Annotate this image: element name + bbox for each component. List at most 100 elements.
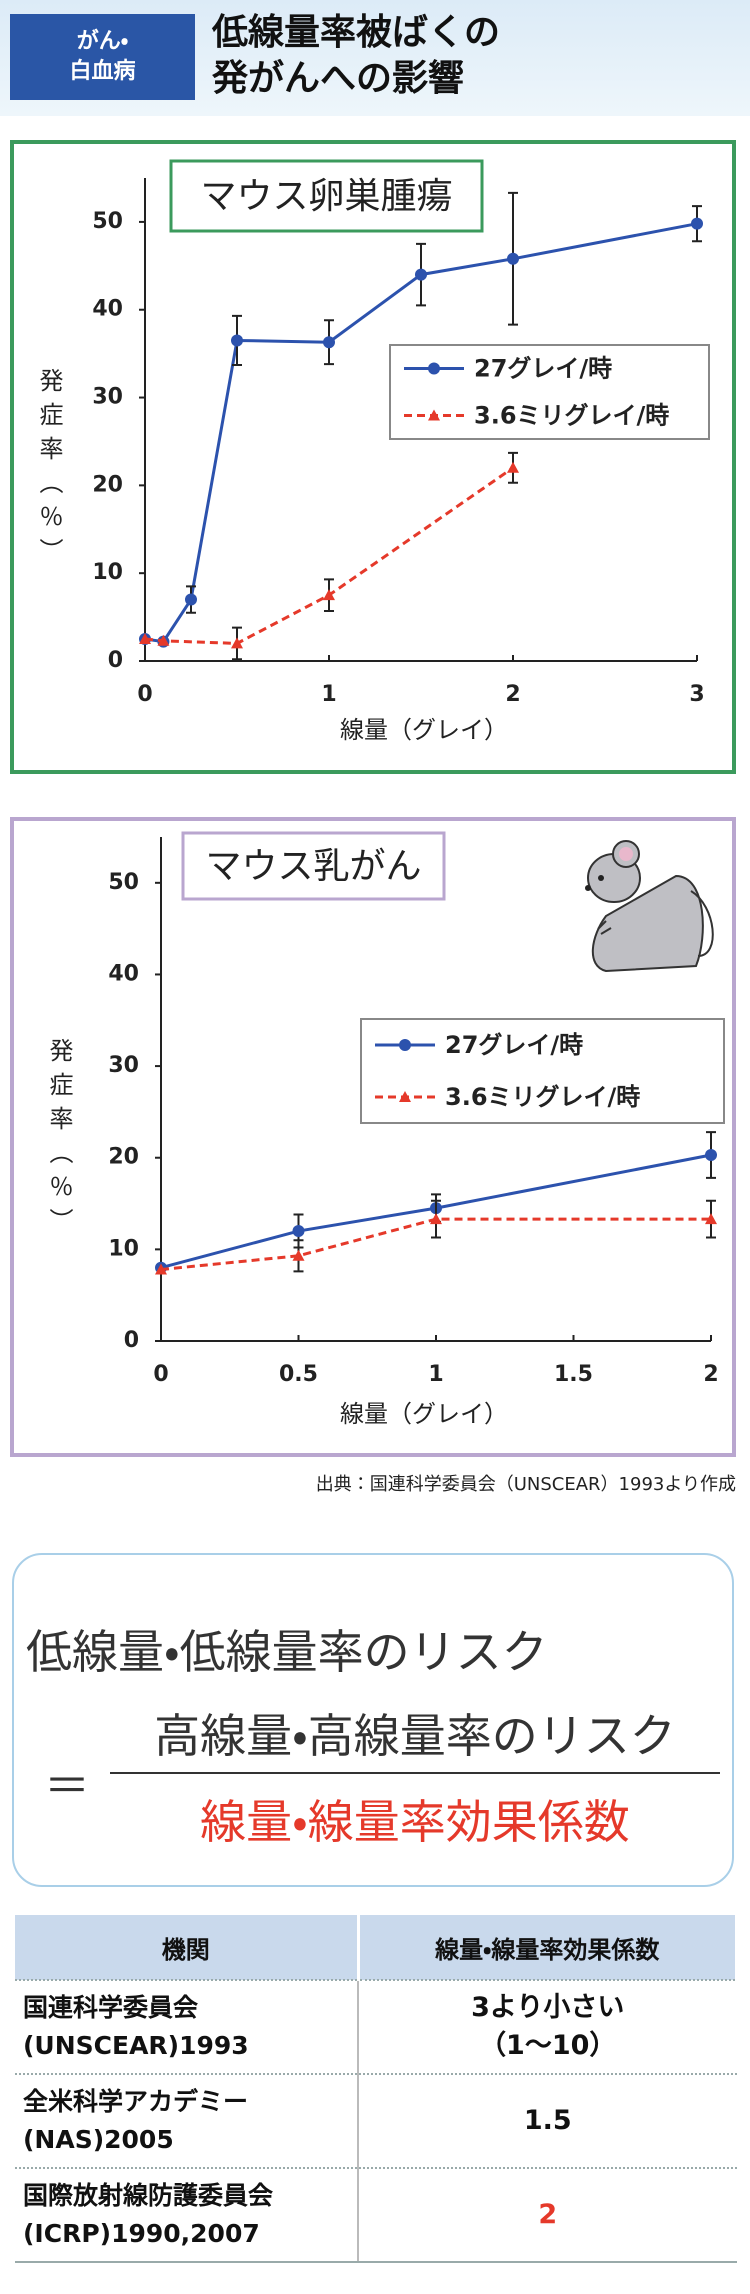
- category-tag: がん・ 白血病: [10, 14, 195, 100]
- chart-frame: [10, 140, 736, 774]
- table-cell: 全米科学アカデミー (NAS)2005: [15, 2073, 359, 2168]
- x-tick-label: 0: [153, 1362, 168, 1387]
- y-tick-label: 40: [92, 297, 123, 322]
- y-tick-label: 10: [92, 560, 123, 585]
- y-tick-label: 30: [108, 1053, 139, 1078]
- x-tick-label: 3: [689, 682, 704, 707]
- cell-line: (ICRP)1990,2007: [23, 2219, 260, 2248]
- y-tick-label: 40: [108, 961, 139, 986]
- cell-line: 国際放射線防護委員会: [23, 2181, 274, 2210]
- table-row: 国連科学委員会 (UNSCEAR)1993 3より小さい （1～10）: [15, 1979, 737, 2074]
- x-axis-label: 線量（グレイ）: [340, 1400, 508, 1428]
- formula-equals: ＝: [44, 1759, 90, 1813]
- formula-box: [12, 1553, 734, 1887]
- legend-marker: [399, 1039, 411, 1051]
- chart-title: マウス乳がん: [205, 846, 421, 887]
- legend-label: 3.6ミリグレイ/時: [445, 1083, 640, 1111]
- table-cell: 2: [358, 2167, 737, 2263]
- x-axis-label: 線量（グレイ）: [340, 716, 508, 744]
- series-line: [160, 1217, 711, 1272]
- fraction-line: [110, 1772, 720, 1774]
- y-tick-label: 0: [124, 1328, 139, 1353]
- y-tick-label: 50: [108, 870, 139, 895]
- formula-denominator: 線量・線量率効果係数: [200, 1795, 630, 1849]
- data-point: [185, 593, 197, 606]
- cell-line: 3より小さい: [471, 1992, 625, 2023]
- table-header: 線量・線量率効果係数: [358, 1915, 738, 1980]
- table-cell: 1.5: [358, 2073, 737, 2168]
- cell-line: （1～10）: [479, 2030, 617, 2061]
- x-tick-label: 0: [137, 682, 152, 707]
- table-header: 機関: [15, 1915, 360, 1980]
- table-header-row: 機関 線量・線量率効果係数: [15, 1915, 738, 1980]
- y-tick-label: 20: [92, 472, 123, 497]
- data-point: [155, 1263, 167, 1275]
- formula-lhs: 低線量・低線量率のリスク: [26, 1625, 548, 1679]
- y-tick-label: 30: [92, 385, 123, 410]
- source-note: 出典：国連科学委員会（UNSCEAR）1993より作成: [315, 1474, 736, 1495]
- cell-line: (NAS)2005: [23, 2125, 174, 2154]
- data-point: [157, 634, 170, 646]
- chart-frame: [10, 817, 736, 1457]
- y-tick-label: 50: [92, 209, 123, 234]
- x-tick-label: 1.5: [554, 1362, 593, 1387]
- cell-line: (UNSCEAR)1993: [23, 2031, 249, 2060]
- data-point: [705, 1148, 717, 1161]
- y-tick-label: 0: [108, 648, 123, 673]
- y-tick-label: 20: [108, 1145, 139, 1170]
- legend-label: 3.6ミリグレイ/時: [474, 402, 669, 430]
- legend-marker: [428, 409, 440, 421]
- legend-label: 27グレイ/時: [474, 355, 612, 383]
- mouse-icon: [585, 840, 714, 973]
- series-line: [144, 222, 698, 644]
- data-point: [139, 633, 151, 645]
- y-tick-label: 10: [108, 1236, 139, 1261]
- x-tick-label: 1: [428, 1362, 443, 1387]
- y-axis-label: 発症率（％）: [45, 1038, 73, 1242]
- data-point: [292, 1249, 305, 1261]
- data-point: [430, 1213, 442, 1225]
- cell-line: 全米科学アカデミー: [23, 2087, 249, 2116]
- data-point: [323, 336, 335, 349]
- cell-line: 2: [538, 2199, 558, 2230]
- table-cell: 3より小さい （1～10）: [358, 1979, 737, 2074]
- x-tick-label: 2: [505, 682, 520, 707]
- data-point: [415, 268, 427, 281]
- table-cell: 国際放射線防護委員会 (ICRP)1990,2007: [15, 2167, 359, 2263]
- table-body: 国連科学委員会 (UNSCEAR)1993 3より小さい （1～10） 全米科学アカデミ…: [15, 1979, 737, 2263]
- title-line: 発がんへの影響: [212, 58, 465, 99]
- data-point: [231, 334, 243, 347]
- coefficient-table: 機関 線量・線量率効果係数 国連科学委員会 (UNSCEAR)1993 3より小さい…: [15, 1915, 738, 2263]
- x-tick-label: 0.5: [279, 1362, 318, 1387]
- x-tick-label: 1: [321, 682, 336, 707]
- formula-numerator: 高線量・高線量率のリスク: [154, 1709, 676, 1763]
- y-axis-label: 発症率（％）: [35, 368, 63, 572]
- legend-label: 27グレイ/時: [445, 1031, 583, 1059]
- page-title: 低線量率被ばくの 発がんへの影響: [212, 10, 500, 102]
- series-line: [160, 1153, 712, 1270]
- title-line: 低線量率被ばくの: [212, 12, 501, 53]
- legend-box: [360, 1018, 725, 1124]
- tag-line: 白血病: [69, 59, 136, 84]
- legend-marker: [399, 1091, 411, 1102]
- data-point: [691, 217, 703, 230]
- data-point: [507, 252, 519, 265]
- data-point: [323, 589, 335, 601]
- legend-box: [389, 344, 710, 440]
- data-point: [231, 637, 243, 649]
- chart-title: マウス卵巣腫瘍: [200, 176, 452, 217]
- table-row: 全米科学アカデミー (NAS)2005 1.5: [15, 2073, 737, 2168]
- data-point: [507, 461, 519, 473]
- cell-line: 国連科学委員会: [23, 1993, 199, 2022]
- chart-title-box: [169, 159, 484, 233]
- table-row: 国際放射線防護委員会 (ICRP)1990,2007 2: [15, 2167, 737, 2263]
- data-point: [292, 1225, 305, 1238]
- table-cell: 国連科学委員会 (UNSCEAR)1993: [15, 1979, 359, 2074]
- data-point: [705, 1213, 717, 1225]
- chart-title-box: [181, 831, 446, 901]
- cell-line: 1.5: [523, 2105, 572, 2136]
